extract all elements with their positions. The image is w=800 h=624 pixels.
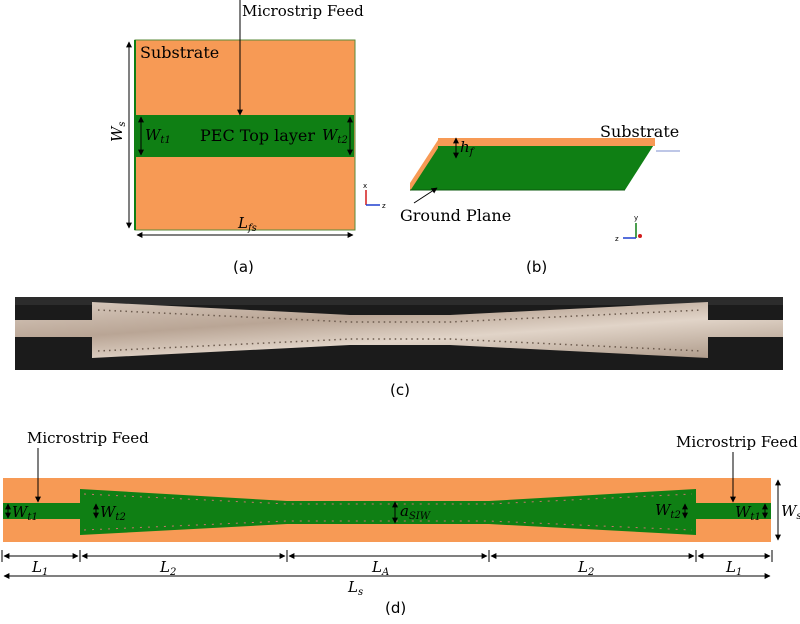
caption-b: (b): [526, 258, 547, 276]
siw-top-layer: [3, 489, 771, 535]
axis-y-label: y: [634, 214, 638, 222]
wt2-right-label: Wt2: [655, 501, 681, 521]
ground-plane-arrow: [413, 187, 438, 204]
panel-a: Microstrip Feed Substrate PEC Top layer …: [108, 0, 386, 276]
ls-label: Ls: [347, 578, 363, 598]
hf-label: hf: [460, 138, 476, 158]
axis-triad-a: x z: [363, 182, 386, 210]
wt2-label: Wt2: [322, 126, 348, 146]
substrate-label-b: Substrate: [600, 122, 679, 141]
siw-via-rows: [83, 493, 693, 531]
wt1-right-label: Wt1: [735, 503, 761, 523]
feed-right-label: Microstrip Feed: [676, 433, 798, 451]
caption-d: (d): [385, 599, 406, 617]
ws-label-d: Ws: [781, 502, 800, 522]
caption-c: (c): [390, 381, 410, 399]
l1-left-label: L1: [31, 558, 48, 578]
slab-substrate-side: [438, 138, 655, 146]
feed-label: Microstrip Feed: [242, 2, 364, 20]
axis-x-label: x: [363, 182, 367, 190]
panel-d: Microstrip Feed Microstrip Feed Wt1 Wt2 …: [1, 429, 800, 617]
caption-a: (a): [233, 258, 254, 276]
slab-top-face: [410, 143, 655, 190]
ws-label: Ws: [108, 121, 128, 142]
pec-top-layer: [136, 115, 354, 157]
wt1-left-label: Wt1: [12, 503, 38, 523]
l1-right-label: L1: [725, 558, 742, 578]
l2-right-label: L2: [577, 558, 594, 578]
substrate-label: Substrate: [140, 43, 219, 62]
slab-front-edge: [410, 140, 438, 191]
lfs-label: Lfs: [237, 214, 257, 234]
wt1-label: Wt1: [145, 126, 171, 146]
wt2-left-label: Wt2: [100, 503, 126, 523]
panel-b: hf Substrate Ground Plane y z (b): [400, 122, 680, 276]
fabricated-siw-metal: [15, 302, 783, 358]
feed-left-label: Microstrip Feed: [27, 429, 149, 447]
asiw-label: aSIW: [400, 502, 431, 522]
panel-c: (c): [15, 297, 783, 399]
axis-triad-b: y z: [615, 214, 642, 243]
l2-left-label: L2: [159, 558, 176, 578]
segment-dimensions: [1, 550, 773, 579]
la-label: LA: [371, 558, 389, 578]
pec-label: PEC Top layer: [200, 126, 315, 145]
axis-z-label: z: [382, 202, 386, 210]
axis-z-label-b: z: [615, 235, 619, 243]
ground-plane-label: Ground Plane: [400, 206, 511, 225]
